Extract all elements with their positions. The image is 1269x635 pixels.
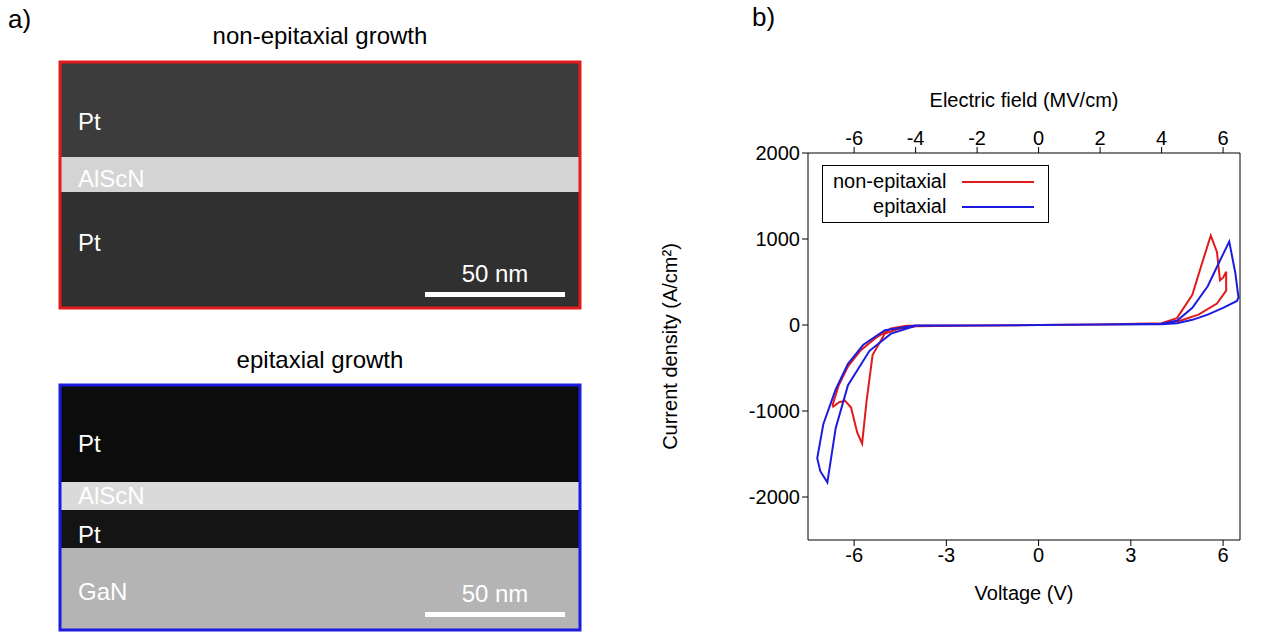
- svg-text:epitaxial growth: epitaxial growth: [237, 346, 404, 373]
- svg-text:Pt: Pt: [78, 521, 101, 548]
- svg-text:GaN: GaN: [78, 578, 127, 605]
- svg-text:0: 0: [1033, 544, 1044, 566]
- svg-text:-2000: -2000: [749, 486, 800, 508]
- svg-text:-6: -6: [845, 127, 863, 149]
- svg-text:non-epitaxial growth: non-epitaxial growth: [213, 22, 428, 49]
- svg-text:50 nm: 50 nm: [462, 580, 529, 607]
- svg-text:-6: -6: [845, 544, 863, 566]
- svg-text:Electric field (MV/cm): Electric field (MV/cm): [930, 89, 1119, 111]
- svg-text:1000: 1000: [756, 228, 801, 250]
- svg-text:2: 2: [1095, 127, 1106, 149]
- svg-text:2000: 2000: [756, 142, 801, 164]
- svg-text:0: 0: [1033, 127, 1044, 149]
- html-text:non-epitaxial: non-epitaxial: [833, 170, 947, 192]
- svg-text:0: 0: [789, 314, 800, 336]
- html-text:b): b): [752, 2, 776, 32]
- svg-text:6: 6: [1218, 544, 1229, 566]
- html-text:epitaxial: epitaxial: [873, 195, 947, 217]
- svg-text:Pt: Pt: [78, 229, 101, 256]
- svg-text:Pt: Pt: [78, 430, 101, 457]
- svg-text:6: 6: [1218, 127, 1229, 149]
- svg-text:-3: -3: [937, 544, 955, 566]
- svg-text:AlScN: AlScN: [78, 482, 145, 509]
- svg-text:4: 4: [1156, 127, 1167, 149]
- svg-text:AlScN: AlScN: [78, 165, 145, 192]
- svg-text:Voltage (V): Voltage (V): [975, 582, 1074, 604]
- svg-text:Pt: Pt: [78, 108, 101, 135]
- svg-text:-2: -2: [968, 127, 986, 149]
- svg-text:3: 3: [1125, 544, 1136, 566]
- svg-text:Current density (A/cm²): Current density (A/cm²): [659, 243, 681, 450]
- svg-text:-4: -4: [907, 127, 925, 149]
- svg-text:-1000: -1000: [749, 400, 800, 422]
- svg-text:a): a): [8, 4, 31, 34]
- svg-text:50 nm: 50 nm: [462, 260, 529, 287]
